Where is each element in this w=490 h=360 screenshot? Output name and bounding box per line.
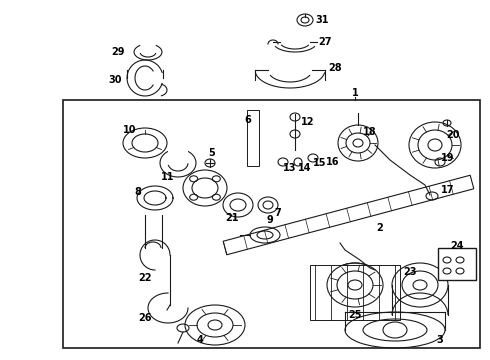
Text: 29: 29: [111, 47, 125, 57]
Text: 15: 15: [313, 158, 327, 168]
Text: 12: 12: [301, 117, 315, 127]
Bar: [310, 265, 400, 320]
Text: 21: 21: [225, 213, 239, 223]
Text: 22: 22: [138, 273, 152, 283]
Text: 7: 7: [274, 208, 281, 218]
Text: 30: 30: [108, 75, 122, 85]
Text: 27: 27: [318, 37, 332, 47]
Bar: [63, 100, 480, 348]
Text: 19: 19: [441, 153, 455, 163]
Text: 4: 4: [196, 335, 203, 345]
Text: 23: 23: [403, 267, 417, 277]
Text: 3: 3: [437, 335, 443, 345]
Text: 25: 25: [348, 310, 362, 320]
Text: 26: 26: [138, 313, 152, 323]
Text: 20: 20: [446, 130, 460, 140]
Text: 1: 1: [352, 88, 358, 98]
Bar: [438, 248, 476, 280]
Text: 14: 14: [298, 163, 312, 173]
Text: 11: 11: [161, 172, 175, 182]
Text: 5: 5: [209, 148, 216, 158]
Text: 2: 2: [377, 223, 383, 233]
Text: 6: 6: [245, 115, 251, 125]
Text: 17: 17: [441, 185, 455, 195]
Text: 31: 31: [315, 15, 329, 25]
Text: 13: 13: [283, 163, 297, 173]
Text: 16: 16: [326, 157, 340, 167]
Text: 24: 24: [450, 241, 464, 251]
Text: 9: 9: [267, 215, 273, 225]
Text: 28: 28: [328, 63, 342, 73]
Text: 10: 10: [123, 125, 137, 135]
Text: 18: 18: [363, 127, 377, 137]
Text: 8: 8: [135, 187, 142, 197]
